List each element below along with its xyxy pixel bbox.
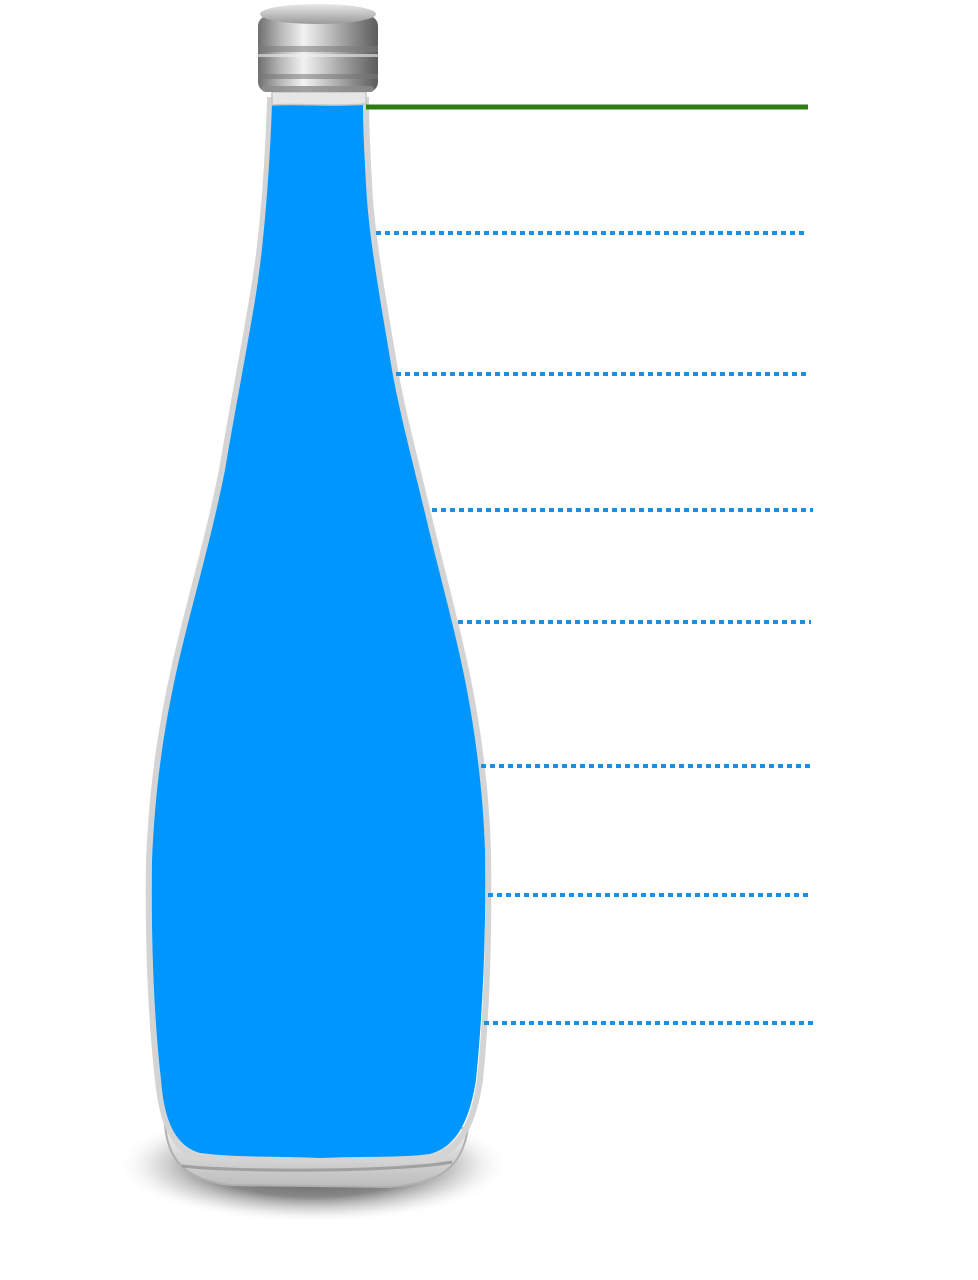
- bottle-base-highlight: [181, 1160, 453, 1172]
- blue-liquid: [151, 103, 486, 1158]
- bottle-neck-ring: [271, 91, 367, 106]
- bottle-glass-outline: [145, 97, 492, 1164]
- metal-cap: [258, 4, 378, 92]
- level-lines: [376, 231, 817, 1025]
